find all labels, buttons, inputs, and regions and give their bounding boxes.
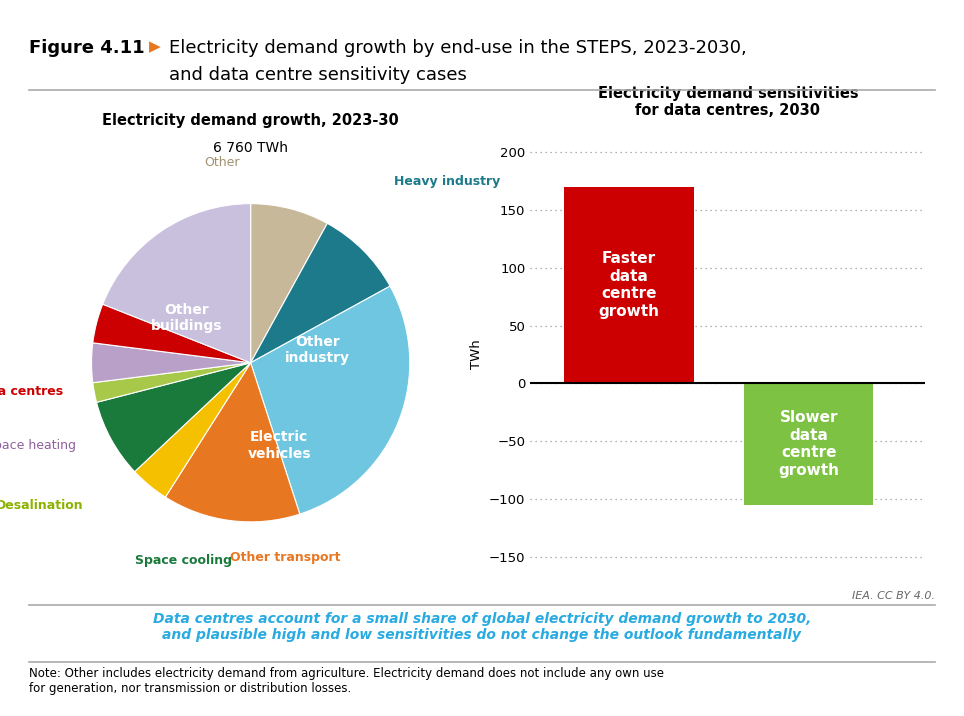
Text: Other transport: Other transport [230, 551, 341, 563]
Text: Other
buildings: Other buildings [151, 303, 223, 334]
Text: 6 760 TWh: 6 760 TWh [213, 141, 288, 155]
Text: Electric
vehicles: Electric vehicles [248, 430, 311, 460]
Text: Space heating: Space heating [0, 439, 75, 452]
Text: Space cooling: Space cooling [135, 553, 232, 566]
Text: Electricity demand growth, 2023-30: Electricity demand growth, 2023-30 [102, 113, 399, 128]
Wedge shape [135, 363, 251, 497]
Wedge shape [93, 363, 251, 402]
Wedge shape [92, 343, 251, 383]
Wedge shape [251, 286, 410, 514]
Bar [564, 187, 694, 383]
Text: Desalination: Desalination [0, 500, 84, 513]
Wedge shape [93, 304, 251, 363]
Text: and data centre sensitivity cases: and data centre sensitivity cases [169, 66, 467, 84]
Text: Data centres account for a small share of global electricity demand growth to 20: Data centres account for a small share o… [153, 612, 811, 642]
Text: Other: Other [204, 155, 240, 169]
Bar [744, 383, 873, 505]
Wedge shape [166, 363, 300, 522]
Text: Electricity demand growth by end-use in the STEPS, 2023-2030,: Electricity demand growth by end-use in … [169, 39, 746, 57]
Wedge shape [251, 203, 328, 363]
Text: Data centres: Data centres [0, 385, 63, 398]
Text: Other
industry: Other industry [285, 335, 350, 365]
Text: Slower
data
centre
growth: Slower data centre growth [778, 410, 840, 478]
Text: Note: Other includes electricity demand from agriculture. Electricity demand doe: Note: Other includes electricity demand … [29, 667, 664, 695]
Wedge shape [251, 223, 390, 363]
Text: ▶: ▶ [149, 39, 161, 54]
Title: Electricity demand sensitivities
for data centres, 2030: Electricity demand sensitivities for dat… [598, 86, 858, 118]
Text: Figure 4.11: Figure 4.11 [29, 39, 145, 57]
Wedge shape [96, 363, 251, 472]
Text: IEA. CC BY 4.0.: IEA. CC BY 4.0. [852, 591, 935, 601]
Y-axis label: TWh: TWh [470, 339, 483, 369]
Text: Heavy industry: Heavy industry [394, 175, 500, 188]
Wedge shape [103, 203, 251, 363]
Text: Faster
data
centre
growth: Faster data centre growth [599, 251, 659, 319]
